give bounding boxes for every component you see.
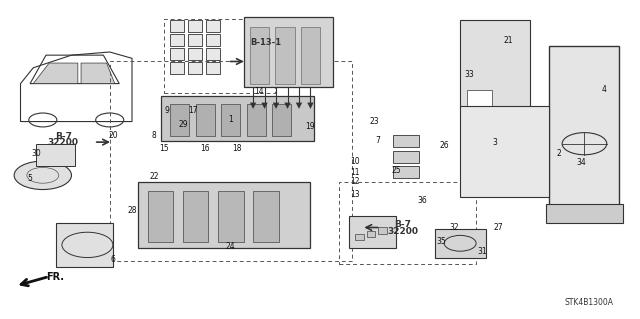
Bar bbox=[206, 48, 220, 60]
Text: 32: 32 bbox=[449, 223, 459, 232]
Text: 31: 31 bbox=[477, 247, 487, 256]
Text: 34: 34 bbox=[577, 158, 586, 167]
Text: B-13-1: B-13-1 bbox=[250, 38, 282, 47]
Bar bbox=[546, 204, 623, 223]
Text: 17: 17 bbox=[188, 106, 197, 115]
Bar bbox=[188, 48, 202, 60]
Text: 36: 36 bbox=[417, 196, 427, 205]
Text: 30: 30 bbox=[31, 149, 42, 158]
Bar bbox=[188, 20, 202, 33]
Bar bbox=[170, 62, 184, 74]
Text: 24: 24 bbox=[226, 242, 236, 251]
Text: 8: 8 bbox=[152, 131, 157, 140]
Bar bbox=[250, 27, 269, 84]
Polygon shape bbox=[296, 103, 302, 109]
Bar bbox=[56, 223, 113, 267]
Bar bbox=[161, 96, 314, 141]
Text: 12: 12 bbox=[350, 177, 360, 186]
Bar bbox=[36, 144, 75, 166]
Bar bbox=[349, 216, 396, 248]
Text: 25: 25 bbox=[392, 166, 401, 175]
Text: 32200: 32200 bbox=[48, 138, 79, 147]
Circle shape bbox=[14, 161, 72, 189]
Polygon shape bbox=[250, 103, 256, 109]
Polygon shape bbox=[81, 63, 115, 84]
Text: STK4B1300A: STK4B1300A bbox=[564, 298, 613, 307]
Text: FR.: FR. bbox=[46, 272, 64, 282]
Text: 14: 14 bbox=[255, 87, 264, 96]
Bar bbox=[394, 167, 419, 178]
Polygon shape bbox=[307, 103, 314, 109]
Bar bbox=[460, 20, 531, 109]
Text: B-7: B-7 bbox=[394, 220, 412, 229]
Text: 9: 9 bbox=[164, 106, 170, 115]
Bar bbox=[138, 182, 310, 248]
Text: 32200: 32200 bbox=[387, 227, 419, 236]
Text: 35: 35 bbox=[436, 237, 446, 246]
Bar bbox=[467, 90, 492, 106]
Bar bbox=[301, 27, 320, 84]
Text: 20: 20 bbox=[108, 131, 118, 140]
Bar bbox=[170, 104, 189, 136]
Polygon shape bbox=[284, 103, 291, 109]
Bar bbox=[435, 229, 486, 257]
Bar bbox=[109, 62, 352, 261]
Text: 15: 15 bbox=[159, 144, 169, 153]
Bar bbox=[206, 62, 220, 74]
Bar bbox=[378, 227, 387, 234]
Text: 19: 19 bbox=[306, 122, 316, 131]
Text: 10: 10 bbox=[350, 157, 360, 166]
Polygon shape bbox=[261, 103, 268, 109]
Text: 21: 21 bbox=[503, 36, 513, 45]
Bar bbox=[170, 48, 184, 60]
Text: 2: 2 bbox=[557, 149, 561, 158]
Bar bbox=[272, 104, 291, 136]
Text: 26: 26 bbox=[440, 141, 449, 150]
Text: B-7: B-7 bbox=[54, 132, 72, 141]
Bar bbox=[394, 151, 419, 163]
Bar bbox=[148, 191, 173, 242]
Text: 23: 23 bbox=[369, 117, 379, 126]
Bar bbox=[246, 104, 266, 136]
Text: 11: 11 bbox=[350, 168, 360, 177]
Bar bbox=[188, 62, 202, 74]
Bar bbox=[394, 135, 419, 147]
Bar bbox=[170, 34, 184, 46]
Text: 3: 3 bbox=[493, 137, 498, 147]
Text: 6: 6 bbox=[111, 255, 115, 263]
Text: 27: 27 bbox=[493, 223, 503, 232]
Bar bbox=[218, 191, 244, 242]
Bar bbox=[206, 34, 220, 46]
Text: 33: 33 bbox=[465, 70, 475, 78]
Bar bbox=[170, 20, 184, 33]
Bar bbox=[355, 234, 364, 240]
Text: 29: 29 bbox=[178, 120, 188, 129]
Bar bbox=[367, 231, 376, 237]
Bar bbox=[221, 104, 241, 136]
Text: 5: 5 bbox=[28, 174, 33, 183]
Text: 4: 4 bbox=[601, 85, 606, 94]
Polygon shape bbox=[33, 63, 78, 84]
Text: 13: 13 bbox=[350, 190, 360, 199]
Text: 16: 16 bbox=[200, 144, 210, 153]
Bar bbox=[183, 191, 209, 242]
Bar bbox=[164, 19, 275, 93]
Bar bbox=[206, 20, 220, 33]
Text: 18: 18 bbox=[232, 144, 242, 153]
Text: 1: 1 bbox=[228, 115, 233, 124]
Text: 7: 7 bbox=[375, 136, 380, 145]
Bar bbox=[188, 34, 202, 46]
Bar bbox=[253, 191, 278, 242]
Bar bbox=[244, 17, 333, 87]
Bar bbox=[196, 104, 215, 136]
Bar bbox=[339, 182, 476, 264]
Text: 22: 22 bbox=[150, 172, 159, 182]
Bar bbox=[275, 27, 294, 84]
Bar bbox=[460, 106, 549, 197]
Text: 28: 28 bbox=[127, 206, 137, 215]
Bar bbox=[549, 46, 620, 210]
Polygon shape bbox=[273, 103, 279, 109]
